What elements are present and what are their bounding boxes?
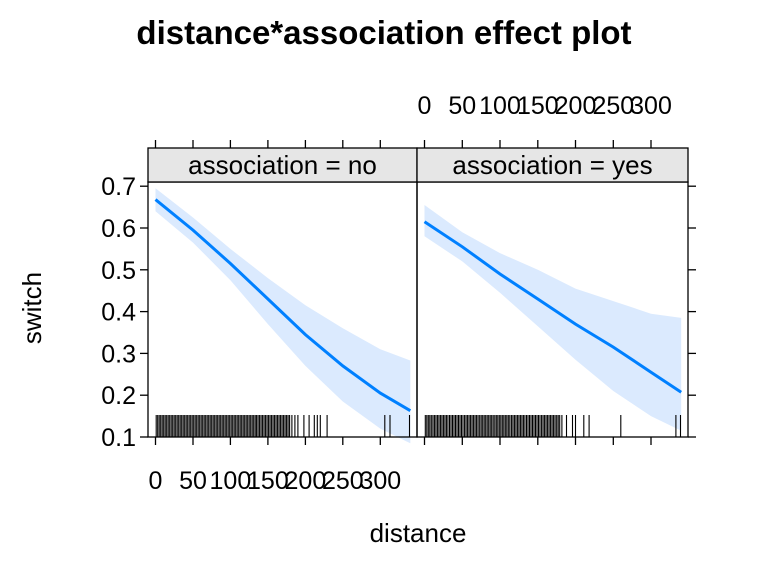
axes: 0.1 0.2 0.3 0.4 0.5 0.6 0.7 [101, 173, 696, 452]
x-axis-title: distance [370, 518, 467, 548]
strip-label: association = no [188, 150, 377, 180]
strip [416, 147, 689, 183]
x-tick-label: 100 [479, 92, 521, 120]
x-tick-label: 200 [555, 92, 597, 120]
y-tick-label: 0.6 [101, 215, 136, 243]
confidence-band [424, 205, 682, 431]
x-tick-label: 250 [592, 92, 634, 120]
strip-label: association = yes [452, 150, 652, 180]
y-tick-label: 0.2 [101, 382, 136, 410]
x-tick-label: 300 [359, 467, 401, 495]
y-tick-label: 0.1 [101, 424, 136, 452]
y-tick-label: 0.3 [101, 340, 136, 368]
confidence-band [155, 188, 411, 444]
x-tick-label: 300 [630, 92, 672, 120]
x-tick-label: 150 [517, 92, 559, 120]
x-tick-label: 50 [179, 467, 207, 495]
x-tick-label: 250 [322, 467, 364, 495]
x-tick-label: 200 [285, 467, 327, 495]
x-tick-label: 0 [149, 467, 163, 495]
chart-title: distance*association effect plot [136, 14, 631, 51]
fitted-line [423, 220, 683, 394]
x-tick-label: 50 [448, 92, 476, 120]
x-tick-label: 0 [418, 92, 432, 120]
y-tick-label: 0.4 [101, 299, 136, 327]
x-tick-label: 150 [247, 467, 289, 495]
y-tick-label: 0.7 [101, 173, 136, 201]
y-axis-title: switch [17, 272, 47, 344]
fitted-line [154, 198, 412, 412]
y-tick-label: 0.5 [101, 257, 136, 285]
strip [147, 147, 418, 183]
x-tick-label: 100 [210, 467, 252, 495]
